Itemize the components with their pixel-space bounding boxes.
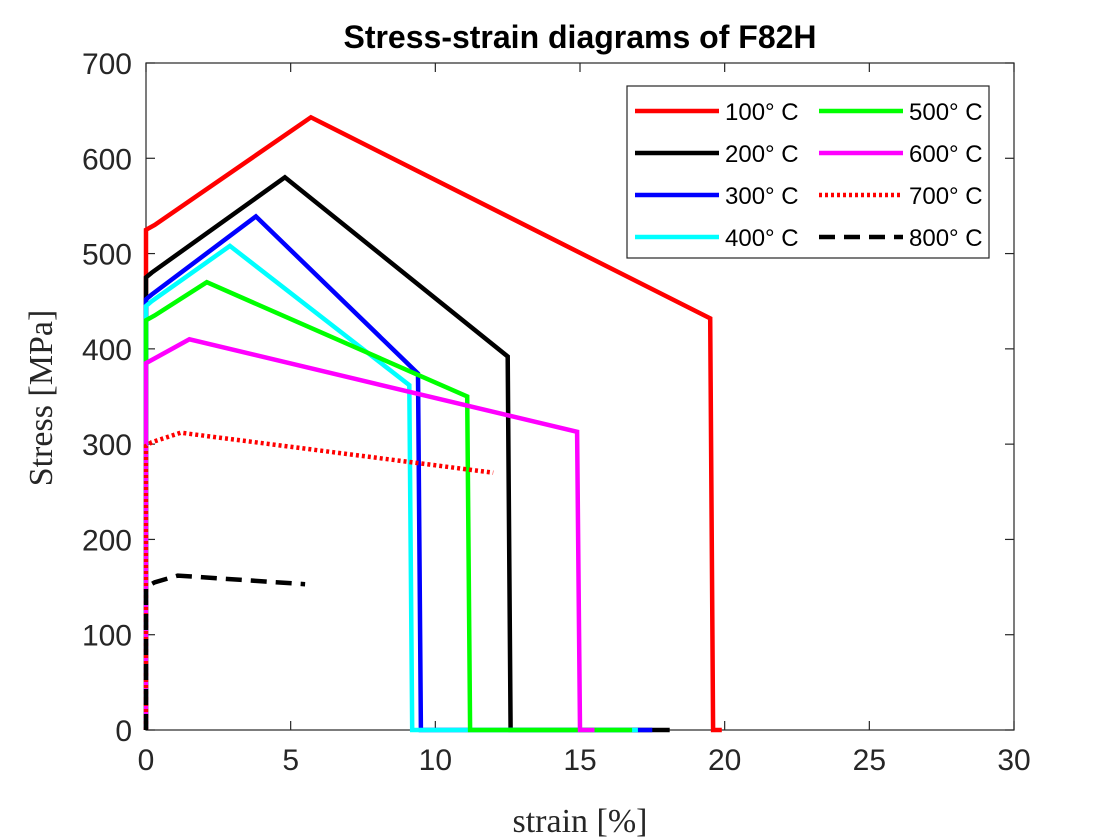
series-line — [143, 243, 638, 733]
x-tick-label: 10 — [419, 744, 452, 777]
legend-label: 300° C — [725, 183, 799, 210]
legend-label: 100° C — [725, 99, 799, 126]
y-tick-label: 500 — [82, 239, 132, 272]
x-tick-label: 0 — [138, 744, 155, 777]
x-tick-label: 30 — [997, 744, 1030, 777]
legend-box — [626, 85, 990, 259]
y-tick-label: 400 — [82, 334, 132, 367]
x-tick-label: 20 — [708, 744, 741, 777]
x-tick-label: 25 — [853, 744, 886, 777]
legend-label: 800° C — [909, 225, 983, 252]
y-tick-label: 300 — [82, 429, 132, 462]
y-tick-label: 600 — [82, 143, 132, 176]
series-line — [143, 336, 595, 733]
legend-label: 500° C — [909, 99, 983, 126]
y-tick-label: 200 — [82, 524, 132, 557]
y-tick-label: 700 — [82, 48, 132, 81]
series-line — [143, 114, 722, 733]
x-axis-label: strain [%] — [512, 803, 647, 840]
y-tick-label: 100 — [82, 620, 132, 653]
legend-label: 700° C — [909, 183, 983, 210]
chart-title: Stress-strain diagrams of F82H — [343, 19, 816, 55]
series-line — [143, 573, 306, 730]
legend-label: 400° C — [725, 225, 799, 252]
x-tick-label: 15 — [563, 744, 596, 777]
y-tick-label: 0 — [115, 715, 132, 748]
series-line — [143, 279, 633, 733]
y-axis-label: Stress [MPa] — [23, 310, 60, 487]
x-tick-label: 5 — [282, 744, 299, 777]
legend-label: 200° C — [725, 141, 799, 168]
series-line — [143, 430, 494, 730]
legend: 100° C 200° C 300° C 400° C 500° C 600° C 700°… — [626, 85, 990, 259]
legend-label: 600° C — [909, 141, 983, 168]
